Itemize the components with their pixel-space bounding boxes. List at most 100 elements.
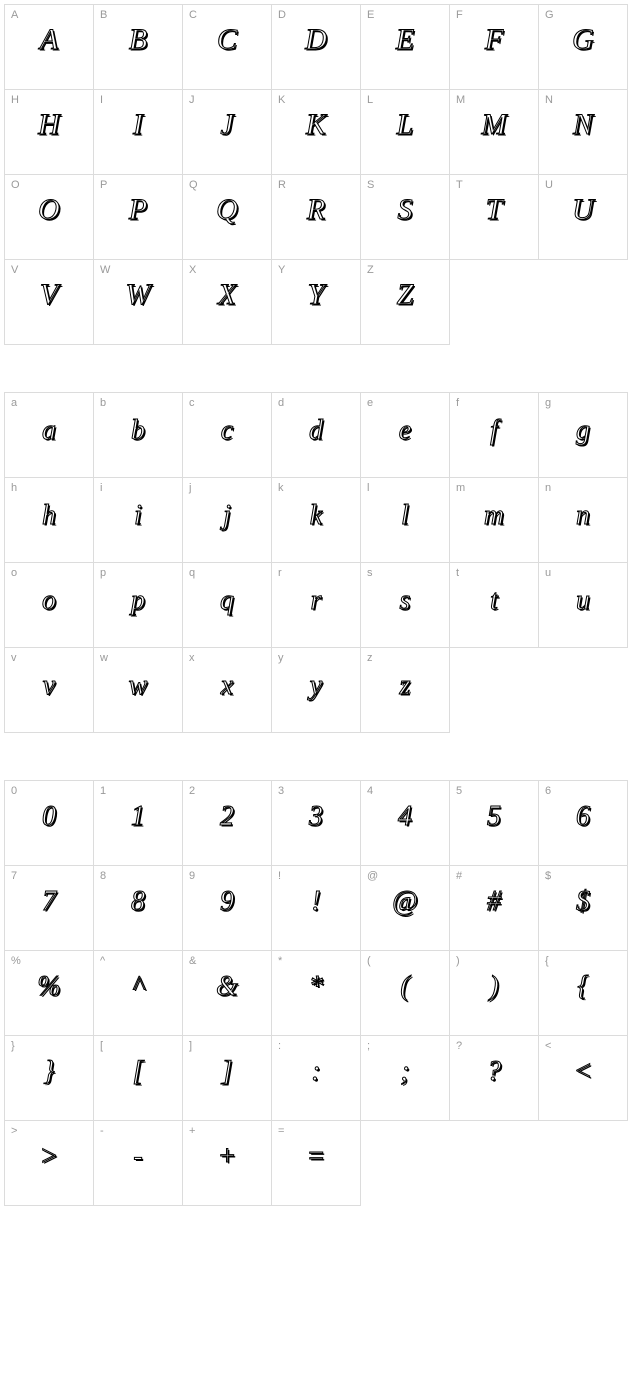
glyph-cell: 44 — [360, 780, 450, 866]
glyph-display: 7 — [5, 888, 93, 916]
glyph-cell: -- — [93, 1120, 183, 1206]
glyph-label: * — [278, 955, 282, 967]
glyph-display: N — [539, 110, 627, 140]
glyph-label: y — [278, 652, 284, 664]
glyph-label: [ — [100, 1040, 103, 1052]
glyph-label: U — [545, 179, 553, 191]
glyph-display: J — [183, 110, 271, 140]
glyph-display: ) — [450, 973, 538, 1001]
glyph-label: k — [278, 482, 284, 494]
glyph-label: % — [11, 955, 21, 967]
glyph-label: d — [278, 397, 284, 409]
glyph-display: 3 — [272, 803, 360, 831]
glyph-label: $ — [545, 870, 551, 882]
glyph-display: q — [183, 587, 271, 615]
glyph-display: r — [272, 587, 360, 615]
glyph-display: U — [539, 195, 627, 225]
glyph-cell: LL — [360, 89, 450, 175]
glyph-display: Q — [183, 195, 271, 225]
glyph-cell: 33 — [271, 780, 361, 866]
glyph-display: P — [94, 195, 182, 225]
glyph-display: & — [183, 973, 271, 1001]
glyph-label: w — [100, 652, 108, 664]
glyph-label: @ — [367, 870, 378, 882]
glyph-label: + — [189, 1125, 195, 1137]
glyph-label: L — [367, 94, 373, 106]
glyph-display: x — [183, 672, 271, 700]
glyph-cell: xx — [182, 647, 272, 733]
glyph-cell: NN — [538, 89, 628, 175]
glyph-label: ) — [456, 955, 460, 967]
glyph-display: o — [5, 587, 93, 615]
glyph-display: C — [183, 25, 271, 55]
glyph-display: V — [5, 280, 93, 310]
glyph-cell: {{ — [538, 950, 628, 1036]
glyph-cell: << — [538, 1035, 628, 1121]
glyph-label: { — [545, 955, 549, 967]
glyph-display: O — [5, 195, 93, 225]
glyph-label: = — [278, 1125, 284, 1137]
glyph-cell: nn — [538, 477, 628, 563]
glyph-label: N — [545, 94, 553, 106]
glyph-display: [ — [94, 1058, 182, 1086]
glyph-cell: 11 — [93, 780, 183, 866]
glyph-label: ! — [278, 870, 281, 882]
glyph-label: H — [11, 94, 19, 106]
glyph-display: K — [272, 110, 360, 140]
glyph-cell: 77 — [4, 865, 94, 951]
glyph-display: b — [94, 417, 182, 445]
glyph-display: 5 — [450, 803, 538, 831]
glyph-label: a — [11, 397, 17, 409]
glyph-label: t — [456, 567, 459, 579]
glyph-label: 1 — [100, 785, 106, 797]
glyph-display: 0 — [5, 803, 93, 831]
glyph-cell: ff — [449, 392, 539, 478]
glyph-display: ( — [361, 973, 449, 1001]
glyph-display: 8 — [94, 888, 182, 916]
glyph-label: G — [545, 9, 554, 21]
glyph-cell: WW — [93, 259, 183, 345]
glyph-display: 4 — [361, 803, 449, 831]
glyph-display: u — [539, 587, 627, 615]
glyph-display: ? — [450, 1058, 538, 1086]
glyph-cell: kk — [271, 477, 361, 563]
glyph-label: I — [100, 94, 103, 106]
glyph-cell: VV — [4, 259, 94, 345]
glyph-label: J — [189, 94, 195, 106]
glyph-display: c — [183, 417, 271, 445]
glyph-label: x — [189, 652, 195, 664]
glyph-label: r — [278, 567, 282, 579]
glyph-cell: $$ — [538, 865, 628, 951]
glyph-cell: pp — [93, 562, 183, 648]
glyph-display: W — [94, 280, 182, 310]
glyph-cell: ll — [360, 477, 450, 563]
glyph-cell: AA — [4, 4, 94, 90]
symbols-section: 00112233445566778899!!@@##$$%%^^&&**(())… — [4, 780, 636, 1205]
glyph-label: b — [100, 397, 106, 409]
glyph-label: c — [189, 397, 195, 409]
glyph-cell: bb — [93, 392, 183, 478]
glyph-display: > — [5, 1143, 93, 1171]
glyph-cell: dd — [271, 392, 361, 478]
glyph-display: l — [361, 502, 449, 530]
glyph-label: O — [11, 179, 20, 191]
glyph-display: @ — [361, 888, 449, 916]
glyph-cell: gg — [538, 392, 628, 478]
lowercase-grid: aabbccddeeffgghhiijjkkllmmnnooppqqrrsstt… — [4, 392, 634, 732]
glyph-display: d — [272, 417, 360, 445]
glyph-cell: (( — [360, 950, 450, 1036]
glyph-display: $ — [539, 888, 627, 916]
glyph-display: f — [450, 417, 538, 445]
glyph-display: R — [272, 195, 360, 225]
glyph-label: : — [278, 1040, 281, 1052]
glyph-display: F — [450, 25, 538, 55]
glyph-display: I — [94, 110, 182, 140]
glyph-label: > — [11, 1125, 17, 1137]
glyph-label: j — [189, 482, 191, 494]
glyph-cell: tt — [449, 562, 539, 648]
glyph-cell: HH — [4, 89, 94, 175]
glyph-label: Y — [278, 264, 285, 276]
glyph-cell: zz — [360, 647, 450, 733]
lowercase-section: aabbccddeeffgghhiijjkkllmmnnooppqqrrsstt… — [4, 392, 636, 732]
glyph-label: n — [545, 482, 551, 494]
